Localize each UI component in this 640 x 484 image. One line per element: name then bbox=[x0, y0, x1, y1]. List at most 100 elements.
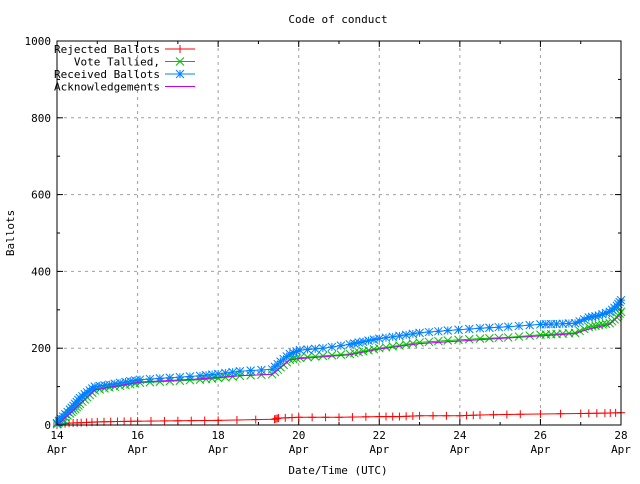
data-point bbox=[348, 413, 357, 422]
data-point bbox=[295, 353, 305, 363]
marker-stroke bbox=[570, 318, 580, 328]
data-point bbox=[310, 352, 320, 361]
data-point bbox=[454, 325, 463, 335]
data-point bbox=[292, 354, 301, 363]
marker-stroke bbox=[295, 353, 305, 363]
data-point bbox=[321, 413, 330, 422]
data-point bbox=[232, 416, 241, 425]
data-point bbox=[246, 366, 255, 375]
data-point bbox=[502, 410, 511, 419]
marker-stroke bbox=[525, 320, 535, 330]
data-point bbox=[327, 342, 337, 352]
data-point bbox=[584, 409, 593, 418]
marker-stroke bbox=[443, 326, 453, 335]
marker-stroke bbox=[374, 334, 384, 343]
marker-stroke bbox=[195, 371, 205, 381]
marker-stroke bbox=[564, 319, 574, 328]
data-point bbox=[294, 413, 303, 422]
y-tick-label: 200 bbox=[31, 342, 51, 355]
y-tick-label: 400 bbox=[31, 265, 51, 278]
marker-stroke bbox=[388, 332, 398, 342]
marker-stroke bbox=[591, 311, 600, 321]
data-point bbox=[514, 332, 524, 341]
y-tick-label: 0 bbox=[44, 419, 51, 432]
data-point bbox=[536, 409, 545, 418]
x-tick-label: 14 bbox=[50, 429, 64, 442]
data-point bbox=[176, 45, 184, 53]
x-tick-label: Apr bbox=[611, 443, 631, 456]
data-point bbox=[442, 411, 451, 420]
data-point bbox=[434, 336, 443, 346]
data-point bbox=[516, 410, 525, 419]
marker-stroke bbox=[318, 351, 328, 361]
x-tick-label: Apr bbox=[450, 443, 470, 456]
marker-stroke bbox=[369, 344, 379, 354]
marker-stroke bbox=[525, 331, 535, 341]
marker-stroke bbox=[558, 329, 568, 338]
x-tick-label: 24 bbox=[453, 429, 467, 442]
data-point bbox=[318, 343, 328, 353]
marker-stroke bbox=[303, 352, 312, 362]
data-point bbox=[475, 323, 485, 333]
data-point bbox=[454, 335, 463, 345]
data-point bbox=[374, 334, 384, 343]
marker-stroke bbox=[564, 328, 574, 338]
marker-stroke bbox=[475, 323, 485, 333]
data-point bbox=[415, 411, 424, 420]
marker-stroke bbox=[221, 368, 230, 378]
data-point bbox=[598, 320, 607, 329]
marker-stroke bbox=[381, 342, 391, 352]
data-point bbox=[214, 416, 223, 425]
marker-stroke bbox=[485, 333, 494, 343]
data-point bbox=[251, 415, 260, 424]
x-axis-label: Date/Time (UTC) bbox=[288, 464, 387, 477]
data-point bbox=[402, 412, 411, 421]
data-point bbox=[503, 333, 513, 342]
marker-stroke bbox=[201, 370, 211, 380]
data-point bbox=[336, 350, 346, 359]
x-tick-label: 18 bbox=[212, 429, 225, 442]
data-point bbox=[358, 337, 368, 347]
marker-stroke bbox=[514, 321, 524, 331]
data-point bbox=[570, 318, 580, 328]
data-point bbox=[175, 57, 185, 66]
data-point bbox=[475, 334, 485, 343]
x-tick-label: Apr bbox=[289, 443, 309, 456]
data-point bbox=[310, 344, 320, 354]
legend-entry: Rejected Ballots bbox=[54, 43, 195, 56]
data-point bbox=[364, 336, 373, 346]
marker-stroke bbox=[381, 333, 391, 343]
marker-stroke bbox=[587, 312, 597, 322]
marker-stroke bbox=[415, 338, 424, 347]
marker-stroke bbox=[401, 340, 411, 349]
data-point bbox=[556, 409, 565, 418]
data-point bbox=[120, 417, 129, 426]
marker-stroke bbox=[575, 316, 584, 326]
data-point bbox=[489, 410, 498, 419]
data-point bbox=[257, 365, 266, 375]
data-point bbox=[187, 416, 196, 425]
data-point bbox=[318, 351, 328, 361]
data-point bbox=[525, 331, 535, 341]
data-point bbox=[415, 338, 424, 347]
series-line bbox=[56, 313, 622, 426]
data-point bbox=[228, 367, 237, 377]
legend-label: Vote Tallied, bbox=[74, 56, 160, 69]
data-point bbox=[303, 352, 312, 362]
marker-stroke bbox=[369, 335, 379, 344]
marker-stroke bbox=[475, 334, 485, 343]
data-point bbox=[147, 417, 155, 426]
marker-stroke bbox=[213, 369, 223, 379]
marker-stroke bbox=[584, 313, 594, 322]
data-point bbox=[358, 346, 368, 356]
marker-stroke bbox=[485, 323, 494, 333]
marker-stroke bbox=[454, 325, 463, 335]
legend-label: Received Ballots bbox=[54, 68, 160, 81]
data-point bbox=[424, 327, 434, 337]
marker-stroke bbox=[310, 344, 320, 354]
plot-frame bbox=[56, 40, 622, 426]
marker-stroke bbox=[295, 345, 305, 355]
marker-stroke bbox=[424, 327, 434, 337]
data-point bbox=[494, 333, 504, 343]
